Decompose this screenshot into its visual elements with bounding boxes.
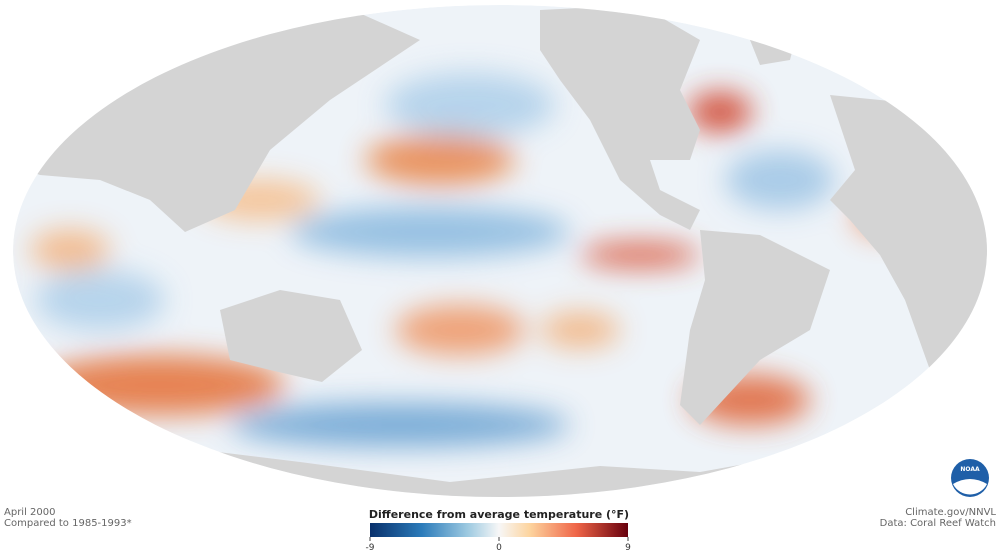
logo-text: NOAA: [960, 466, 980, 473]
credit-site: Climate.gov/NNVL: [905, 507, 996, 518]
colorbar-tick-label: -9: [366, 543, 375, 553]
logo-wave: [953, 479, 987, 495]
colorbar-tick-label: 9: [625, 543, 631, 553]
colorbar-tick-label: 0: [496, 543, 502, 553]
credit-source: Data: Coral Reef Watch: [880, 518, 996, 529]
legend-title: Difference from average temperature (°F): [369, 508, 629, 521]
noaa-logo: NOAA: [951, 459, 989, 497]
date: April 2000: [4, 507, 55, 518]
baseline: Compared to 1985-1993*: [4, 518, 132, 529]
colorbar: [370, 523, 628, 537]
